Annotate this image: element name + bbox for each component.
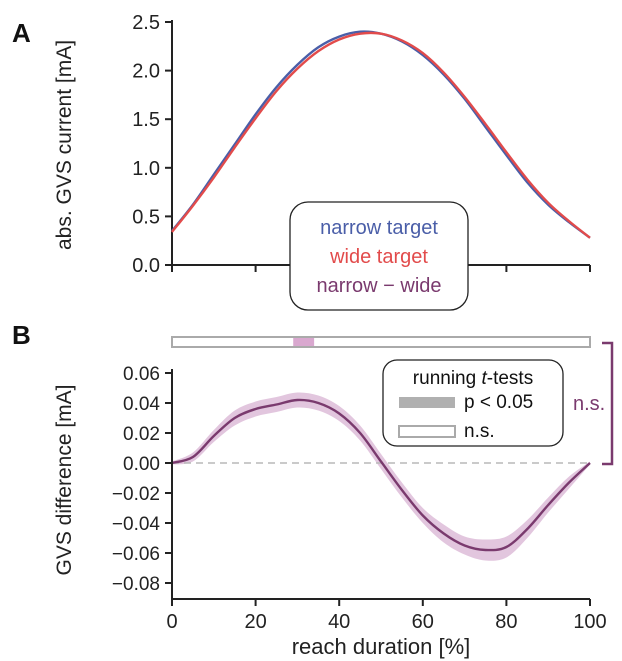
y-axis-label-a: abs. GVS current [mA] xyxy=(53,40,76,250)
legend-a-box xyxy=(289,201,469,311)
ns-bracket: n.s. xyxy=(573,341,614,466)
y-tick-label-b: −0.06 xyxy=(112,544,160,565)
legend-b-box xyxy=(382,359,564,447)
legend-b-title: running t-tests xyxy=(413,368,533,389)
series-line-wide xyxy=(171,31,591,239)
y-tick-label-a: 1.0 xyxy=(132,158,160,180)
x-tick-label-b: 40 xyxy=(328,611,350,633)
legend-a: narrow target wide target narrow − wide xyxy=(289,201,469,311)
y-tick-label-b: −0.04 xyxy=(112,514,161,535)
legend-swatch-ns xyxy=(398,425,456,438)
legend-swatch-significant xyxy=(399,397,455,408)
x-tick-label-b: 0 xyxy=(166,611,177,633)
x-tick-label-b: 20 xyxy=(244,611,266,633)
ns-strip xyxy=(171,336,591,348)
y-tick-label-b: −0.08 xyxy=(112,574,160,595)
panel-b-plot: 0.06 0.04 0.02 0.00 −0.02 −0.04 −0.06 −0.08 0 20 4… xyxy=(112,364,607,633)
y-tick-label-a: 0.5 xyxy=(132,206,160,228)
y-tick-label-b: 0.06 xyxy=(123,364,160,385)
bracket-label: n.s. xyxy=(573,393,605,415)
y-tick-label-b: −0.02 xyxy=(112,484,160,505)
y-tick-label-b: 0.02 xyxy=(123,424,160,445)
bracket-line xyxy=(602,341,614,466)
panel-a-plot: 0.0 0.5 1.0 1.5 2.0 2.5 xyxy=(132,12,591,277)
panel-label-a: A xyxy=(12,18,31,48)
y-tick-label-a: 0.0 xyxy=(132,255,160,277)
significance-strip xyxy=(171,336,591,348)
y-tick-label-a: 1.5 xyxy=(132,109,160,131)
y-tick-label-b: 0.00 xyxy=(123,454,160,475)
x-tick-label-b: 100 xyxy=(573,611,606,633)
legend-b: running t-tests p < 0.05 n.s. xyxy=(382,359,564,447)
y-tick-label-b: 0.04 xyxy=(123,394,160,415)
legend-entry-ns: n.s. xyxy=(464,421,495,442)
x-tick-label-b: 80 xyxy=(495,611,517,633)
x-axis-label-b: reach duration [%] xyxy=(292,634,471,659)
panel-label-b: B xyxy=(12,320,31,350)
y-tick-label-a: 2.0 xyxy=(132,61,160,83)
legend-entry-significant: p < 0.05 xyxy=(464,392,533,413)
x-tick-label-b: 60 xyxy=(412,611,434,633)
legend-entry-wide: wide target xyxy=(329,246,428,268)
series-line-difference xyxy=(171,398,591,552)
significant-segment xyxy=(293,338,315,346)
y-tick-label-a: 2.5 xyxy=(132,12,160,34)
y-axis-label-b: GVS difference [mA] xyxy=(53,384,76,575)
legend-entry-narrow: narrow target xyxy=(320,217,438,239)
legend-entry-difference: narrow − wide xyxy=(316,275,441,297)
